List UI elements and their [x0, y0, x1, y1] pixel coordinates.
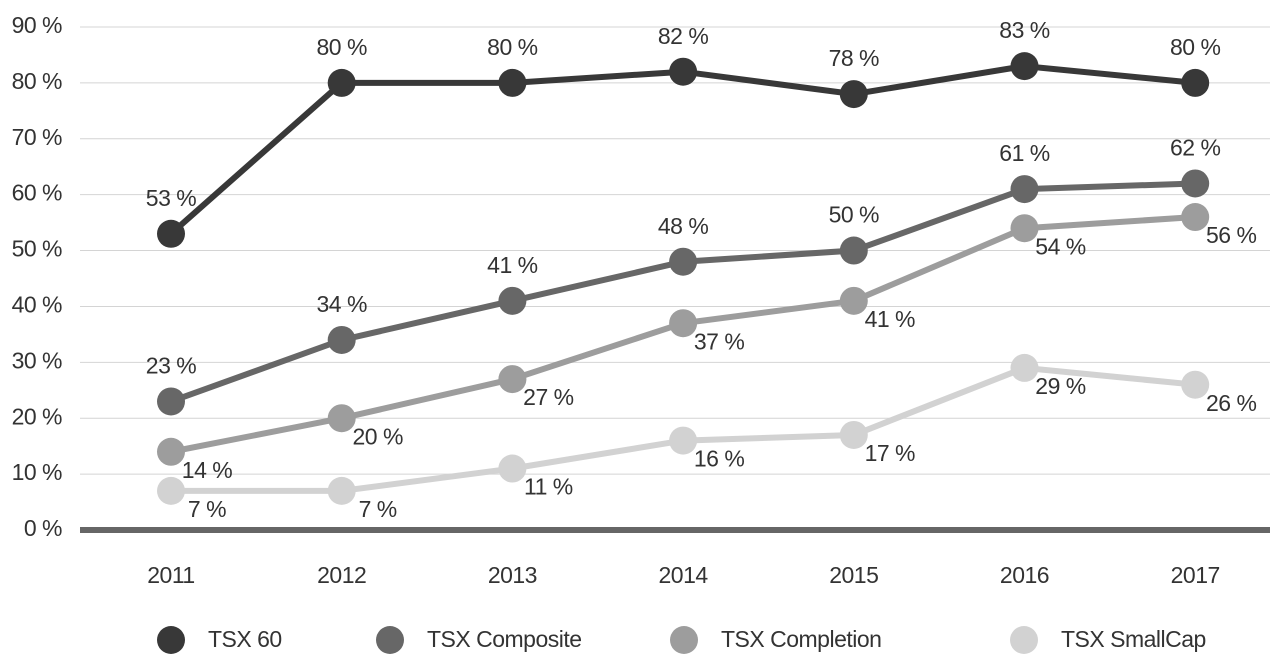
y-tick-label: 10 % [12, 459, 62, 485]
y-tick-label: 60 % [12, 180, 62, 206]
point [669, 426, 698, 455]
legend-swatch [1010, 626, 1038, 654]
x-tick-label: 2016 [1000, 562, 1049, 588]
y-tick-label: 20 % [12, 403, 62, 429]
y-tick-label: 80 % [12, 68, 62, 94]
data-label: 23 % [146, 353, 196, 379]
x-tick-label: 2011 [147, 562, 194, 588]
point [327, 476, 356, 505]
point [498, 286, 527, 315]
point [669, 247, 698, 276]
data-label: 53 % [146, 185, 196, 211]
data-label: 50 % [829, 202, 879, 228]
data-label: 7 % [359, 496, 397, 522]
point [1010, 214, 1039, 243]
y-tick-label: 0 % [24, 515, 62, 541]
data-label: 78 % [829, 45, 879, 71]
y-tick-label: 70 % [12, 124, 62, 150]
point [498, 454, 527, 483]
point [1181, 370, 1210, 399]
point [1010, 353, 1039, 382]
data-label: 17 % [865, 440, 915, 466]
data-label: 56 % [1206, 222, 1256, 248]
x-tick-label: 2012 [317, 562, 366, 588]
y-tick-label: 90 % [12, 12, 62, 38]
x-tick-label: 2014 [659, 562, 709, 588]
legend-label: TSX SmallCap [1061, 626, 1206, 652]
point [157, 219, 185, 248]
data-label: 11 % [524, 474, 573, 500]
point [157, 476, 185, 505]
data-label: 80 % [487, 34, 537, 60]
point [157, 387, 185, 416]
data-label: 41 % [487, 252, 537, 278]
data-label: 27 % [523, 384, 573, 410]
point [669, 309, 698, 338]
data-label: 61 % [999, 140, 1049, 166]
point [669, 57, 698, 86]
data-label: 82 % [658, 23, 708, 49]
y-tick-label: 30 % [12, 347, 62, 373]
point [1181, 68, 1210, 97]
x-tick-label: 2013 [488, 562, 537, 588]
data-label: 29 % [1035, 373, 1085, 399]
legend-swatch [157, 626, 185, 654]
point [327, 325, 356, 354]
data-label: 41 % [865, 306, 915, 332]
point [498, 365, 527, 394]
data-label: 14 % [182, 457, 232, 483]
x-tick-label: 2015 [829, 562, 878, 588]
data-label: 7 % [188, 496, 226, 522]
point [1181, 169, 1210, 198]
y-tick-label: 50 % [12, 236, 62, 262]
legend-label: TSX 60 [208, 626, 282, 652]
data-label: 80 % [1170, 34, 1220, 60]
data-label: 16 % [694, 446, 744, 472]
point [498, 68, 527, 97]
legend-label: TSX Composite [427, 626, 582, 652]
data-label: 54 % [1035, 233, 1085, 259]
data-label: 26 % [1206, 390, 1256, 416]
point [839, 420, 868, 449]
point [1181, 203, 1210, 232]
x-tick-label: 2017 [1171, 562, 1220, 588]
data-label: 48 % [658, 213, 708, 239]
data-label: 34 % [316, 291, 366, 317]
data-label: 20 % [352, 423, 402, 449]
point [839, 286, 868, 315]
legend-label: TSX Completion [721, 626, 881, 652]
data-label: 62 % [1170, 135, 1220, 161]
point [839, 80, 868, 109]
legend-swatch [670, 626, 698, 654]
point [839, 236, 868, 265]
point [1010, 52, 1039, 81]
y-tick-label: 40 % [12, 292, 62, 318]
legend-swatch [376, 626, 404, 654]
data-label: 83 % [999, 17, 1049, 43]
point [1010, 175, 1039, 204]
data-label: 80 % [316, 34, 366, 60]
point [157, 437, 185, 466]
data-label: 37 % [694, 328, 744, 354]
point [327, 68, 356, 97]
point [327, 404, 356, 433]
